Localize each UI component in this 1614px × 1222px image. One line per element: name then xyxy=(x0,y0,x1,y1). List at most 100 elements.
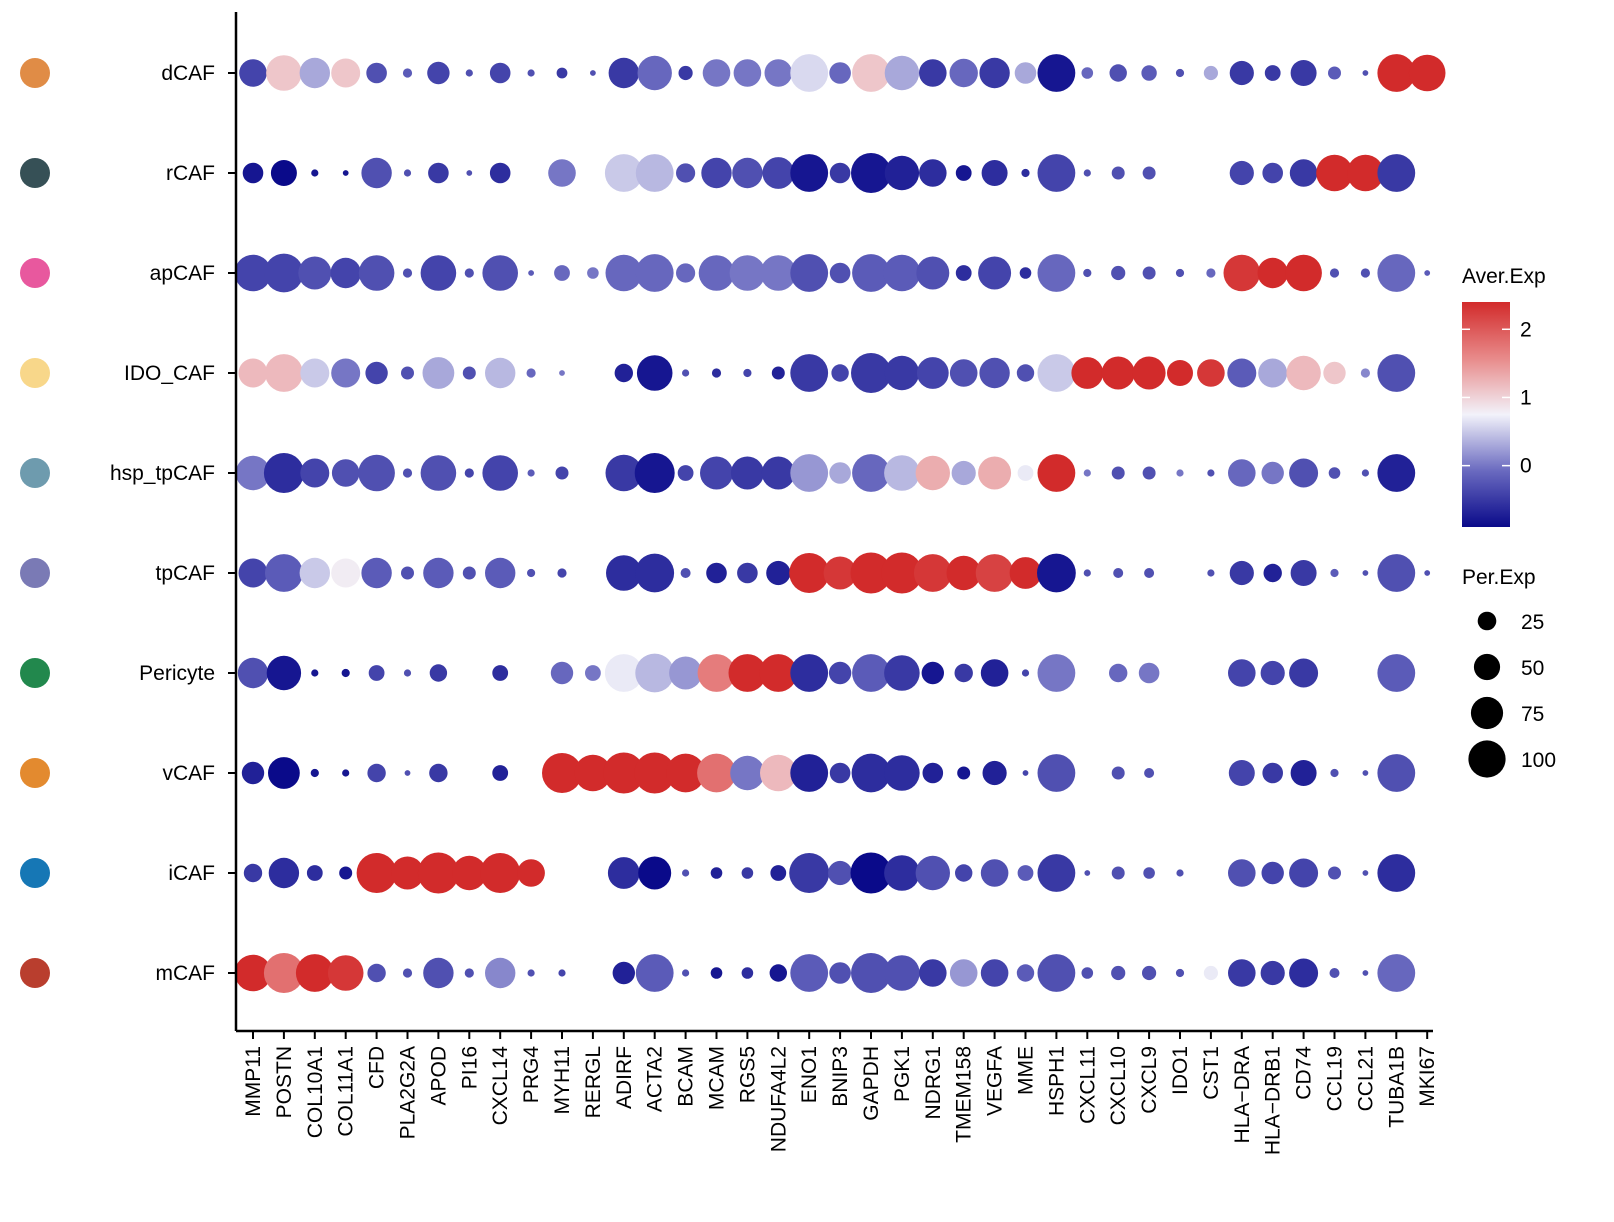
dot-vCAF-BCAM xyxy=(666,753,705,793)
dot-hsp_tpCAF-CFD xyxy=(358,454,395,492)
color-legend-title: Aver.Exp xyxy=(1462,265,1546,288)
dot-Pericyte-RGS5 xyxy=(728,654,767,692)
dot-dCAF-VEGFA xyxy=(979,57,1010,89)
dot-iCAF-BNIP3 xyxy=(828,860,853,886)
dot-hsp_tpCAF-CST1 xyxy=(1207,469,1215,477)
dot-hsp_tpCAF-CCL19 xyxy=(1328,467,1341,479)
dot-iCAF-MME xyxy=(1017,865,1034,881)
dot-dCAF-APOD xyxy=(427,61,450,85)
dot-dCAF-GAPDH xyxy=(852,54,890,92)
dot-dCAF-HLA−DRB1 xyxy=(1264,65,1281,81)
dot-iCAF-TMEM158 xyxy=(955,864,973,882)
dot-iCAF-CD74 xyxy=(1289,858,1319,888)
dot-dCAF-MCAM xyxy=(702,59,731,87)
dot-tpCAF-BCAM xyxy=(680,568,691,578)
cluster-swatch-tpCAF xyxy=(20,558,50,588)
dot-Pericyte-MYH11 xyxy=(550,661,574,685)
dot-tpCAF-HLA−DRA xyxy=(1229,560,1254,586)
dot-mCAF-PRG4 xyxy=(527,969,535,977)
dot-apCAF-PLA2G2A xyxy=(402,268,413,278)
cluster-swatch-iCAF xyxy=(20,858,50,888)
dot-hsp_tpCAF-CCL21 xyxy=(1361,469,1369,477)
dot-iCAF-PI16 xyxy=(452,855,487,891)
dot-rCAF-TUBA1B xyxy=(1377,154,1416,192)
dot-Pericyte-TUBA1B xyxy=(1377,654,1416,692)
dot-apCAF-RERGL xyxy=(587,267,599,279)
size-legend-label: 100 xyxy=(1521,749,1556,772)
dot-IDO_CAF-MMP11 xyxy=(238,358,268,388)
dot-mCAF-ACTA2 xyxy=(635,954,674,992)
dot-apCAF-COL10A1 xyxy=(298,256,332,290)
dot-apCAF-IDO1 xyxy=(1175,268,1185,278)
cluster-label-hsp_tpCAF: hsp_tpCAF xyxy=(110,462,215,485)
dot-dCAF-CST1 xyxy=(1203,65,1218,81)
dot-rCAF-CCL19 xyxy=(1316,154,1353,192)
gene-label-CXCL10: CXCL10 xyxy=(1107,1046,1130,1125)
gene-label-NDUFA4L2: NDUFA4L2 xyxy=(767,1046,790,1152)
gene-label-VEGFA: VEGFA xyxy=(984,1046,1007,1116)
dot-rCAF-ENO1 xyxy=(790,154,829,192)
dot-tpCAF-ADIRF xyxy=(606,555,642,591)
dot-apCAF-ADIRF xyxy=(605,254,643,292)
dot-Pericyte-MCAM xyxy=(697,654,736,692)
dot-IDO_CAF-CFD xyxy=(365,361,388,385)
dot-IDO_CAF-PLA2G2A xyxy=(401,366,414,380)
dot-dCAF-HSPH1 xyxy=(1037,54,1076,92)
dot-Pericyte-CFD xyxy=(368,665,385,681)
dot-rCAF-APOD xyxy=(428,162,449,184)
gene-label-BNIP3: BNIP3 xyxy=(829,1046,852,1107)
dot-apCAF-CXCL9 xyxy=(1142,266,1156,280)
gene-label-CCL21: CCL21 xyxy=(1354,1046,1377,1111)
dot-Pericyte-ENO1 xyxy=(790,654,829,692)
dot-IDO_CAF-APOD xyxy=(422,357,455,389)
dot-apCAF-GAPDH xyxy=(852,254,890,292)
dot-mCAF-PGK1 xyxy=(884,955,920,991)
dot-vCAF-MYH11 xyxy=(542,753,582,793)
dot-vCAF-HLA−DRB1 xyxy=(1262,762,1283,784)
gene-label-ENO1: ENO1 xyxy=(798,1046,821,1103)
dot-mCAF-PLA2G2A xyxy=(402,968,413,978)
dot-IDO_CAF-TUBA1B xyxy=(1377,354,1416,392)
dot-mCAF-MME xyxy=(1016,964,1035,982)
gene-label-TMEM158: TMEM158 xyxy=(953,1046,976,1143)
dot-mCAF-CFD xyxy=(367,963,386,983)
dot-hsp_tpCAF-IDO1 xyxy=(1176,469,1184,477)
dot-rCAF-HSPH1 xyxy=(1037,154,1076,192)
dot-IDO_CAF-GAPDH xyxy=(851,353,891,393)
dot-iCAF-CXCL14 xyxy=(480,853,521,893)
dot-IDO_CAF-NDRG1 xyxy=(916,357,949,389)
dot-IDO_CAF-CXCL11 xyxy=(1071,357,1104,389)
dot-tpCAF-PGK1 xyxy=(881,552,923,594)
cluster-swatch-hsp_tpCAF xyxy=(20,458,50,488)
dot-dCAF-ENO1 xyxy=(790,54,829,92)
dot-rCAF-GAPDH xyxy=(851,153,891,193)
dot-vCAF-CXCL9 xyxy=(1144,768,1155,778)
dot-hsp_tpCAF-HSPH1 xyxy=(1037,454,1076,492)
dot-vCAF-CCL21 xyxy=(1362,770,1369,776)
dot-mCAF-IDO1 xyxy=(1175,968,1185,978)
cluster-label-iCAF: iCAF xyxy=(168,862,215,885)
dot-iCAF-CXCL11 xyxy=(1084,870,1091,876)
dots-layer xyxy=(234,54,1446,993)
dot-tpCAF-CD74 xyxy=(1290,560,1317,586)
dot-iCAF-APOD xyxy=(417,852,459,894)
dot-tpCAF-CXCL14 xyxy=(485,557,516,589)
dot-iCAF-CCL19 xyxy=(1328,866,1341,880)
dot-apCAF-CCL19 xyxy=(1329,268,1340,278)
dot-dCAF-PGK1 xyxy=(884,55,920,91)
dot-vCAF-COL10A1 xyxy=(310,768,319,778)
dot-iCAF-POSTN xyxy=(268,857,300,889)
dot-hsp_tpCAF-BCAM xyxy=(677,465,694,481)
gene-label-PLA2G2A: PLA2G2A xyxy=(397,1046,420,1139)
dot-IDO_CAF-CST1 xyxy=(1197,359,1225,387)
dot-rCAF-CXCL10 xyxy=(1111,166,1125,180)
dot-apCAF-CXCL14 xyxy=(482,255,518,291)
dot-hsp_tpCAF-TMEM158 xyxy=(951,460,976,486)
dot-rCAF-MMP11 xyxy=(242,162,264,184)
dot-vCAF-PGK1 xyxy=(884,755,920,791)
size-legend-dot xyxy=(1477,611,1497,631)
dot-tpCAF-CCL19 xyxy=(1330,568,1339,578)
gene-label-CFD: CFD xyxy=(366,1046,389,1089)
dot-IDO_CAF-ENO1 xyxy=(790,354,829,392)
